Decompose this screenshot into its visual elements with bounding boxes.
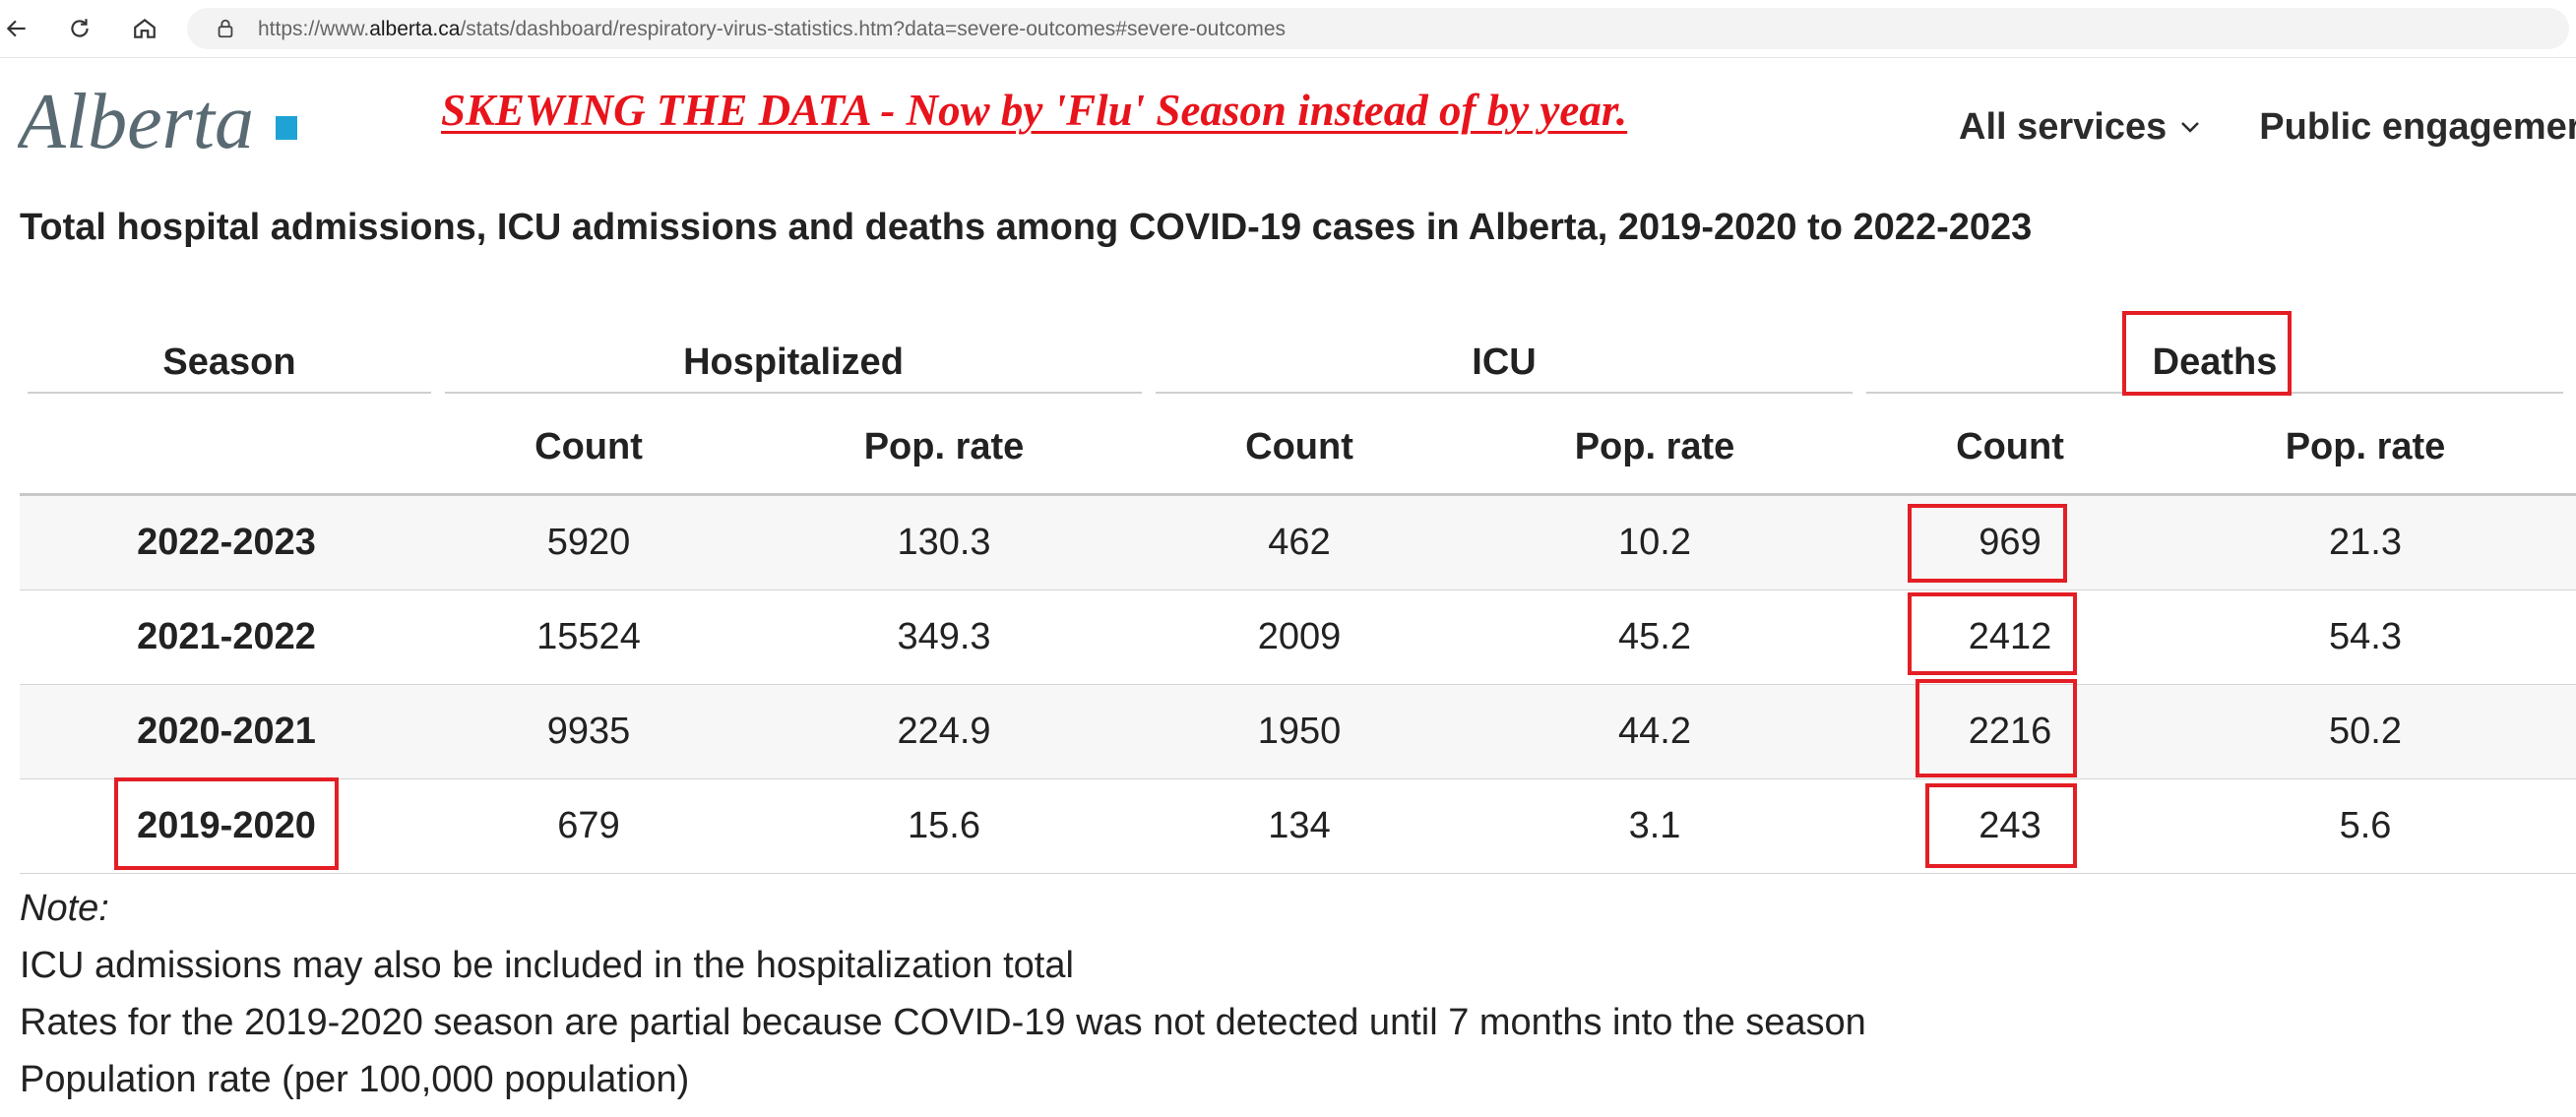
deaths-rate-cell: 21.3	[2329, 522, 2402, 563]
highlight-box-deaths-2020-2021	[1916, 679, 2077, 777]
subheader-deaths-count: Count	[1956, 425, 2064, 467]
icu-rate-cell: 44.2	[1618, 711, 1691, 752]
logo-accent-square	[276, 116, 297, 140]
icu-count-cell: 462	[1268, 522, 1331, 563]
highlight-box-season-2019-2020	[114, 777, 339, 870]
season-cell: 2021-2022	[137, 616, 316, 657]
back-arrow-icon	[6, 20, 26, 37]
icu-rate-cell: 3.1	[1628, 805, 1681, 846]
icu-count-cell: 1950	[1257, 711, 1342, 752]
icu-rate-cell: 45.2	[1618, 616, 1691, 657]
url-host: alberta.ca	[369, 18, 461, 40]
header-divider	[20, 493, 2576, 496]
header-icu: ICU	[1156, 333, 1853, 394]
table-row: 2021-2022 15524 349.3 2009 45.2 2412 54.…	[20, 590, 2576, 685]
highlight-box-deaths-2022-2023	[1908, 504, 2067, 583]
deaths-rate-cell: 50.2	[2329, 711, 2402, 752]
season-cell: 2022-2023	[137, 522, 316, 563]
table-row: 2020-2021 9935 224.9 1950 44.2 2216 50.2	[20, 685, 2576, 779]
url-prefix: https://www.	[258, 18, 370, 40]
home-button[interactable]	[130, 14, 159, 43]
subheader-hosp-count: Count	[534, 425, 643, 467]
chevron-down-icon	[2181, 122, 2200, 133]
address-bar[interactable]: https://www.alberta.ca/stats/dashboard/r…	[187, 8, 2569, 49]
browser-toolbar: https://www.alberta.ca/stats/dashboard/r…	[0, 0, 2576, 58]
lock-icon[interactable]	[215, 18, 236, 39]
subheader-hosp-rate: Pop. rate	[863, 425, 1025, 467]
highlight-box-deaths-header	[2122, 311, 2292, 396]
hosp-rate-cell: 349.3	[897, 616, 991, 657]
icu-rate-cell: 10.2	[1618, 522, 1691, 563]
table-row: 2019-2020 679 15.6 134 3.1 243 5.6	[20, 779, 2576, 874]
header-season: Season	[28, 333, 431, 394]
deaths-count-cell: 243	[1979, 805, 2042, 846]
deaths-count-cell: 2216	[1968, 711, 2052, 752]
subheader-deaths-rate: Pop. rate	[2285, 425, 2446, 467]
table-notes: Note: ICU admissions may also be include…	[20, 880, 1866, 1108]
icu-count-cell: 2009	[1257, 616, 1342, 657]
deaths-rate-cell: 54.3	[2329, 616, 2402, 657]
note-line: ICU admissions may also be included in t…	[20, 945, 1074, 986]
top-navigation: All services Public engagemer	[1959, 102, 2576, 152]
season-cell: 2019-2020	[137, 805, 316, 846]
hosp-count-cell: 5920	[546, 522, 631, 563]
highlight-box-deaths-2021-2022	[1908, 592, 2077, 675]
deaths-count-cell: 969	[1979, 522, 2042, 563]
alberta-logo[interactable]: Alberta	[13, 77, 303, 165]
nav-all-services[interactable]: All services	[1959, 106, 2202, 149]
reload-icon	[71, 19, 89, 37]
hosp-rate-cell: 130.3	[897, 522, 991, 563]
note-line: Rates for the 2019-2020 season are parti…	[20, 1002, 1866, 1043]
nav-public-engagement[interactable]: Public engagemer	[2259, 106, 2576, 149]
header-hospitalized: Hospitalized	[445, 333, 1142, 394]
subheader-icu-rate: Pop. rate	[1574, 425, 1735, 467]
season-cell: 2020-2021	[137, 711, 316, 752]
annotation-banner: SKEWING THE DATA - Now by 'Flu' Season i…	[441, 86, 1628, 135]
deaths-rate-cell: 5.6	[2339, 805, 2392, 846]
icu-count-cell: 134	[1268, 805, 1331, 846]
home-icon	[134, 18, 156, 38]
table-title: Total hospital admissions, ICU admission…	[20, 207, 2033, 248]
logo-wordmark: Alberta	[18, 79, 254, 165]
note-label: Note:	[20, 888, 109, 929]
hosp-count-cell: 15524	[536, 616, 641, 657]
hosp-count-cell: 679	[557, 805, 620, 846]
hosp-rate-cell: 15.6	[908, 805, 980, 846]
hosp-count-cell: 9935	[546, 711, 631, 752]
deaths-count-cell: 2412	[1968, 616, 2052, 657]
url-text[interactable]: https://www.alberta.ca/stats/dashboard/r…	[258, 18, 1286, 41]
back-button[interactable]	[2, 14, 31, 43]
note-line: Population rate (per 100,000 population)	[20, 1059, 690, 1100]
table-row: 2022-2023 5920 130.3 462 10.2 969 21.3	[20, 496, 2576, 590]
subheader-icu-count: Count	[1245, 425, 1353, 467]
reload-button[interactable]	[65, 14, 94, 43]
nav-public-engagement-label: Public engagemer	[2259, 105, 2576, 148]
url-path: /stats/dashboard/respiratory-virus-stati…	[460, 18, 1287, 40]
hosp-rate-cell: 224.9	[897, 711, 991, 752]
nav-all-services-label: All services	[1959, 105, 2168, 148]
highlight-box-deaths-2019-2020	[1925, 783, 2077, 868]
